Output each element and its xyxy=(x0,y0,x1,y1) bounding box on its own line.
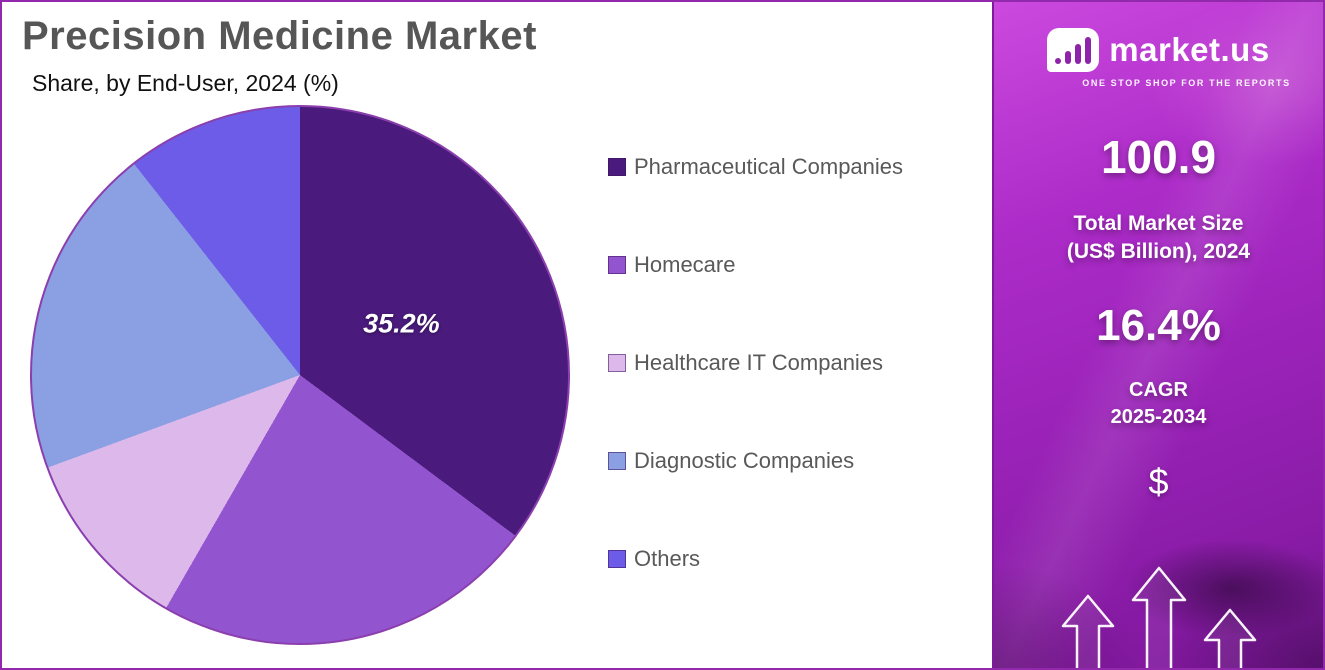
legend-label: Diagnostic Companies xyxy=(634,448,855,473)
legend-label: Others xyxy=(634,546,701,571)
arrow-up-icon xyxy=(1131,566,1186,668)
legend-item: Healthcare IT Companies xyxy=(608,350,903,376)
market-size-label-line1: Total Market Size xyxy=(1073,212,1244,235)
market-size-value: 100.9 xyxy=(1100,131,1217,183)
logo-text: market.us xyxy=(1109,31,1270,68)
pie-chart-wrap: 35.2% xyxy=(30,105,570,645)
legend-item: Pharmaceutical Companies xyxy=(608,154,903,180)
cagr-label: CAGR 2025-2034 xyxy=(1111,377,1207,431)
legend-swatch-healthcare-it-companies xyxy=(608,354,626,372)
market-size-label-line2: (US$ Billion), 2024 xyxy=(1066,240,1251,264)
page-title: Precision Medicine Market xyxy=(22,14,537,58)
cagr-value: 16.4% xyxy=(1096,300,1221,350)
legend-swatch-homecare xyxy=(608,256,626,274)
dollar-icon: $ xyxy=(1148,460,1169,502)
legend-item: Others xyxy=(608,546,903,572)
marketus-logo-icon xyxy=(1047,28,1100,72)
legend: Pharmaceutical Companies Homecare Health… xyxy=(608,154,903,572)
pie-chart xyxy=(30,105,570,645)
page-subtitle: Share, by End-User, 2024 (%) xyxy=(32,70,339,96)
market-size-label: Total Market Size (US$ Billion), 2024 xyxy=(1067,210,1250,267)
legend-swatch-diagnostic-companies xyxy=(608,452,626,470)
legend-item: Homecare xyxy=(608,252,903,278)
legend-label: Homecare xyxy=(634,252,736,277)
cagr-label-line1: CAGR xyxy=(1129,378,1188,401)
chart-area: Precision Medicine Market Share, by End-… xyxy=(2,2,992,668)
marketus-logo: market.us xyxy=(1047,28,1269,72)
brand-panel: market.us ONE STOP SHOP FOR THE REPORTS … xyxy=(992,2,1323,668)
cagr-label-line2: 2025-2034 xyxy=(1110,405,1207,428)
legend-swatch-pharmaceutical-companies xyxy=(608,158,626,176)
legend-label: Pharmaceutical Companies xyxy=(634,154,904,179)
panel-content: market.us ONE STOP SHOP FOR THE REPORTS … xyxy=(994,2,1323,668)
legend-swatch-others xyxy=(608,550,626,568)
legend-label: Healthcare IT Companies xyxy=(634,350,884,375)
legend-item: Diagnostic Companies xyxy=(608,448,903,474)
arrow-up-icon xyxy=(1203,608,1256,668)
growth-arrows-icon xyxy=(1060,566,1258,668)
arrow-up-icon xyxy=(1061,594,1114,668)
logo-tagline: ONE STOP SHOP FOR THE REPORTS xyxy=(1082,78,1291,88)
pie-slice-label: 35.2% xyxy=(363,308,440,339)
